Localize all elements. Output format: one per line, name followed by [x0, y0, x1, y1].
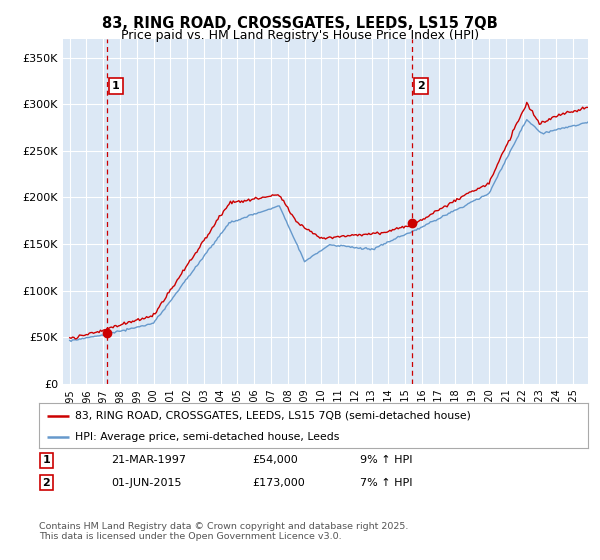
Text: £173,000: £173,000	[252, 478, 305, 488]
Text: 83, RING ROAD, CROSSGATES, LEEDS, LS15 7QB (semi-detached house): 83, RING ROAD, CROSSGATES, LEEDS, LS15 7…	[74, 410, 470, 421]
Text: Contains HM Land Registry data © Crown copyright and database right 2025.
This d: Contains HM Land Registry data © Crown c…	[39, 522, 409, 542]
Text: 1: 1	[112, 81, 120, 91]
Text: 83, RING ROAD, CROSSGATES, LEEDS, LS15 7QB: 83, RING ROAD, CROSSGATES, LEEDS, LS15 7…	[102, 16, 498, 31]
Text: 01-JUN-2015: 01-JUN-2015	[111, 478, 182, 488]
Text: 2: 2	[417, 81, 425, 91]
Text: HPI: Average price, semi-detached house, Leeds: HPI: Average price, semi-detached house,…	[74, 432, 339, 442]
Text: 1: 1	[43, 455, 50, 465]
Text: 21-MAR-1997: 21-MAR-1997	[111, 455, 186, 465]
Text: Price paid vs. HM Land Registry's House Price Index (HPI): Price paid vs. HM Land Registry's House …	[121, 29, 479, 42]
Text: 2: 2	[43, 478, 50, 488]
Text: 7% ↑ HPI: 7% ↑ HPI	[360, 478, 413, 488]
Text: 9% ↑ HPI: 9% ↑ HPI	[360, 455, 413, 465]
Text: £54,000: £54,000	[252, 455, 298, 465]
